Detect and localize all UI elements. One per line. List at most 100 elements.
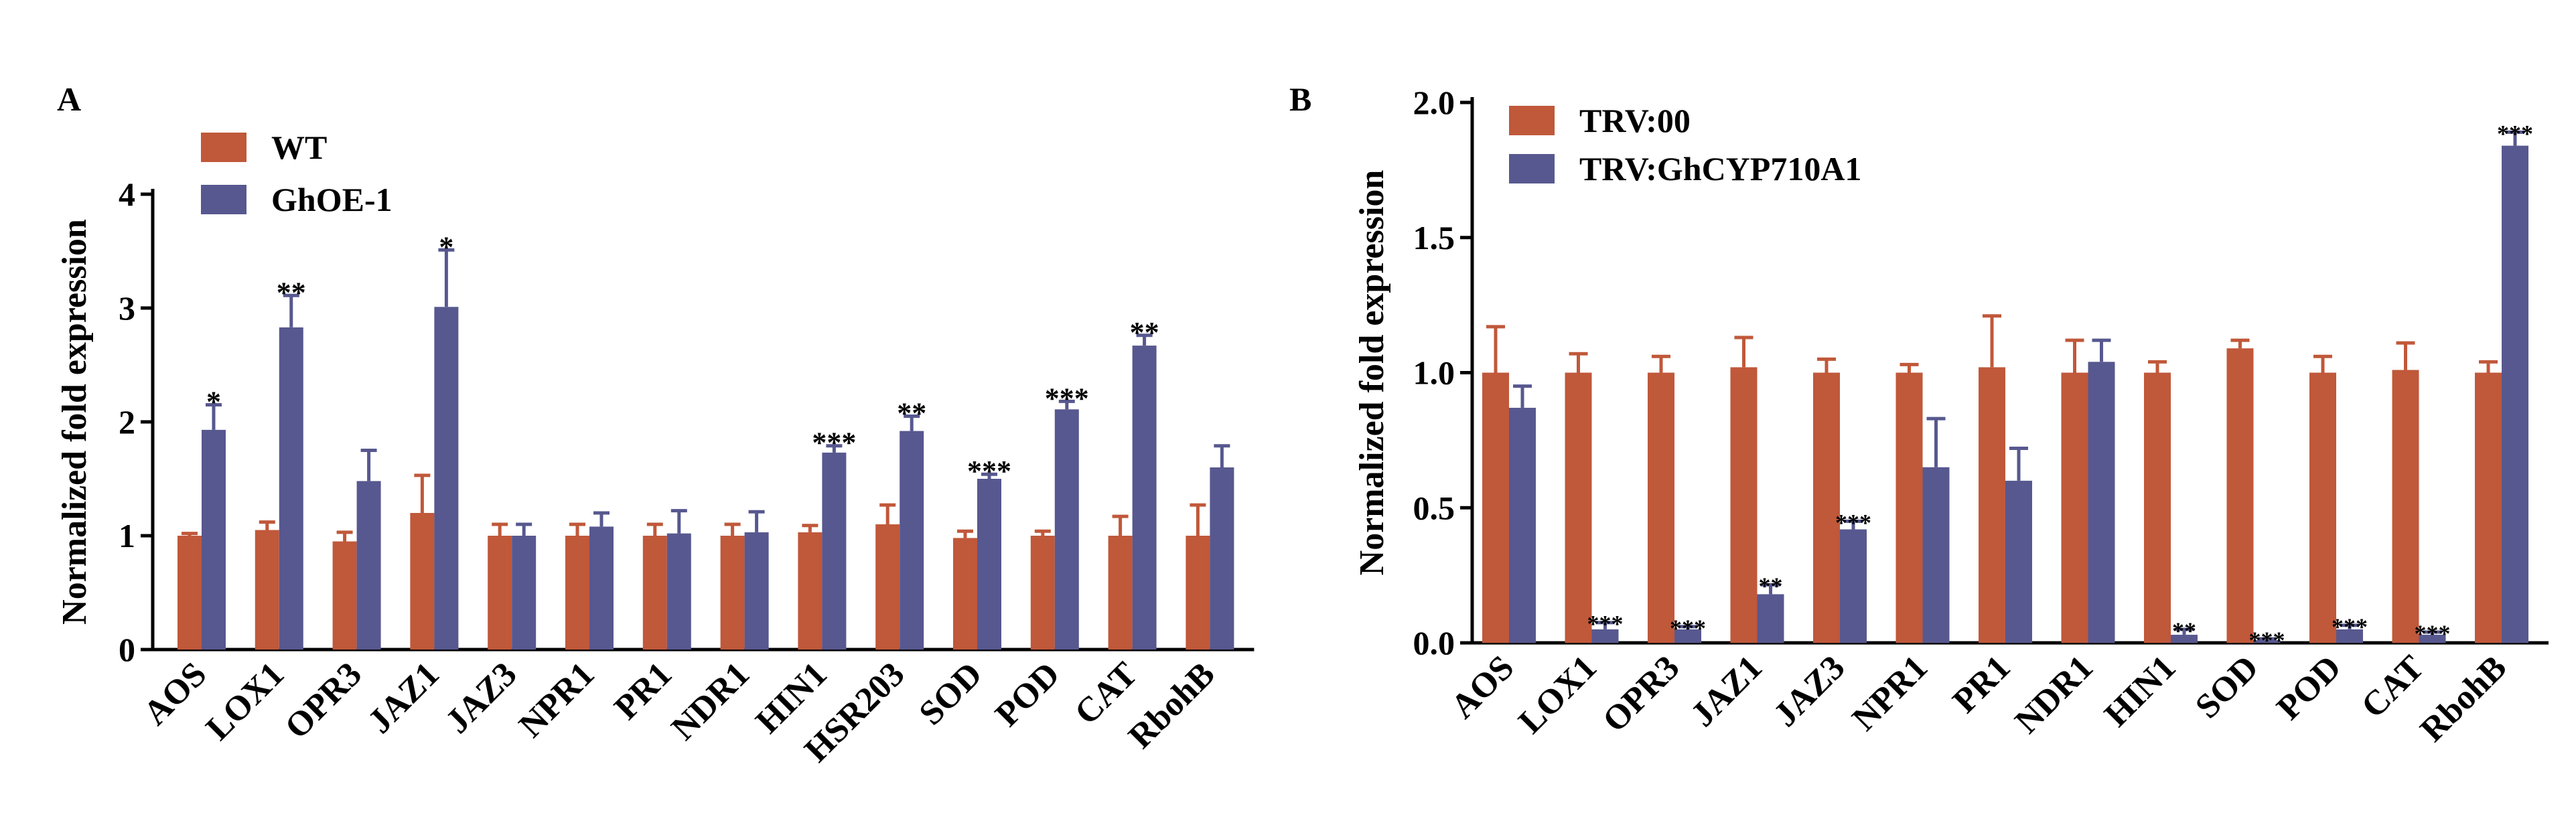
legend-label: TRV:00	[1579, 102, 1691, 139]
bar-trv-00	[2061, 372, 2088, 643]
x-tick-label: NDR1	[2008, 648, 2100, 741]
y-tick-label: 3	[119, 289, 135, 327]
significance-marker: **	[2172, 617, 2196, 644]
bar-ghoe-1	[279, 327, 303, 650]
bar-trv-ghcyp710a1	[2088, 362, 2115, 643]
y-tick-label: 2.0	[1413, 84, 1455, 121]
x-tick-label: CAT	[2354, 648, 2431, 725]
x-tick-label: RbohB	[1121, 655, 1222, 756]
bar-ghoe-1	[1210, 467, 1234, 650]
bar-trv-00	[2392, 370, 2419, 643]
bar-ghoe-1	[356, 481, 381, 650]
bar-trv-00	[1895, 372, 1923, 643]
y-tick-label: 0.5	[1413, 489, 1455, 526]
y-tick-label: 1.0	[1413, 354, 1455, 392]
bar-wt	[953, 538, 977, 650]
bar-wt	[488, 536, 512, 650]
x-tick-label: OPR3	[1595, 648, 1687, 739]
significance-marker: **	[1130, 316, 1159, 349]
significance-marker: ***	[2415, 620, 2451, 647]
significance-marker: ***	[1835, 509, 1871, 536]
bar-ghoe-1	[977, 479, 1001, 650]
panel-b: B Normalized fold expression 0.0 0.5 1.0 1.5 2…	[1289, 80, 2549, 749]
legend-label: WT	[271, 129, 327, 166]
significance-marker: ***	[1670, 615, 1706, 642]
bar-trv-ghcyp710a1	[2005, 480, 2032, 643]
y-tick-label: 1.5	[1413, 219, 1455, 256]
bar-trv-00	[2475, 372, 2502, 643]
x-tick-label: JAZ3	[1766, 648, 1852, 734]
bar-wt	[332, 541, 357, 650]
legend-swatch	[201, 133, 246, 162]
bar-trv-ghcyp710a1	[2336, 629, 2363, 643]
significance-marker: **	[897, 397, 926, 430]
legend-swatch	[201, 185, 246, 214]
bar-wt	[177, 536, 202, 650]
significance-marker: ***	[1045, 382, 1089, 415]
y-tick-label: 2	[119, 403, 135, 441]
x-tick-label: JAZ3	[439, 655, 524, 741]
x-tick-label: JAZ1	[361, 655, 447, 741]
significance-marker: **	[1759, 573, 1783, 599]
bar-wt	[875, 524, 900, 650]
significance-marker: ***	[1587, 611, 1624, 638]
significance-marker: ***	[967, 455, 1011, 487]
bar-trv-00	[2144, 372, 2171, 643]
x-tick-label: SOD	[2188, 648, 2266, 726]
significance-marker: ***	[2332, 613, 2368, 640]
significance-marker: **	[277, 276, 306, 309]
bar-trv-ghcyp710a1	[2419, 634, 2446, 643]
bar-ghoe-1	[512, 536, 536, 650]
y-axis-label: Normalized fold expression	[1353, 170, 1391, 576]
bar-ghoe-1	[589, 526, 614, 650]
significance-marker: ***	[2497, 120, 2533, 147]
legend-swatch	[1509, 154, 1555, 183]
bar-trv-ghcyp710a1	[2253, 640, 2281, 643]
bar-wt	[255, 530, 279, 650]
y-tick-label: 0	[119, 631, 135, 668]
bar-trv-ghcyp710a1	[1922, 467, 1950, 643]
bar-wt	[642, 536, 667, 650]
bar-ghoe-1	[434, 307, 459, 650]
bar-wt	[1030, 536, 1055, 650]
bar-ghoe-1	[1054, 409, 1079, 650]
x-tick-label: LOX1	[199, 655, 291, 747]
x-tick-label: HIN1	[2097, 648, 2183, 734]
x-tick-label: POD	[988, 655, 1067, 734]
bar-ghoe-1	[666, 533, 691, 650]
bar-trv-ghcyp710a1	[2502, 145, 2528, 643]
bar-wt	[798, 532, 822, 650]
bar-trv-ghcyp710a1	[1674, 629, 1701, 643]
bar-trv-00	[2226, 348, 2254, 643]
bar-trv-ghcyp710a1	[1591, 629, 1619, 643]
significance-marker: ***	[812, 427, 856, 459]
x-tick-label: JAZ1	[1684, 648, 1770, 734]
x-tick-label: OPR3	[278, 655, 369, 746]
bar-ghoe-1	[202, 429, 226, 650]
y-tick-label: 0.0	[1413, 624, 1455, 662]
x-tick-label: AOS	[1444, 648, 1522, 726]
bar-ghoe-1	[900, 431, 924, 650]
x-tick-label: POD	[2270, 648, 2349, 727]
panel-label: B	[1289, 80, 1311, 118]
bar-ghoe-1	[744, 532, 769, 650]
y-tick-label: 1	[119, 517, 135, 554]
x-tick-label: SOD	[912, 655, 990, 733]
x-tick-label: LOX1	[1512, 648, 1604, 741]
significance-marker: *	[206, 386, 221, 419]
bar-wt	[1186, 536, 1210, 650]
bar-trv-00	[1813, 372, 1840, 643]
bar-trv-00	[1565, 372, 1592, 643]
significance-marker: *	[439, 230, 453, 263]
x-tick-label: PR1	[1946, 648, 2018, 721]
legend-label: GhOE-1	[271, 181, 392, 218]
y-axis-label: Normalized fold expression	[56, 219, 94, 625]
significance-marker: ***	[2249, 627, 2285, 654]
bar-trv-ghcyp710a1	[1757, 594, 1784, 643]
bar-trv-ghcyp710a1	[2171, 634, 2198, 643]
legend-label: TRV:GhCYP710A1	[1579, 150, 1861, 188]
bar-trv-00	[2309, 372, 2336, 643]
bar-trv-00	[1648, 372, 1674, 643]
bar-trv-00	[1979, 367, 2005, 643]
